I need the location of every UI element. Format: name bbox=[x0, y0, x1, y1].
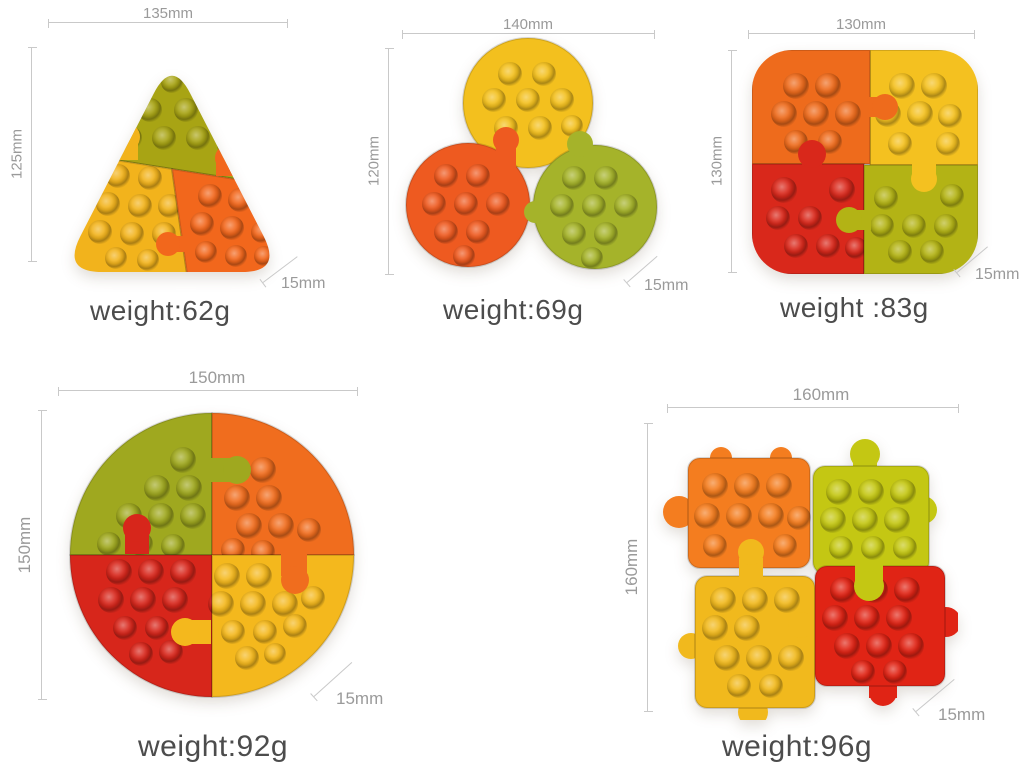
square-tab-red bbox=[798, 140, 826, 184]
circle-height-label: 150mm bbox=[15, 516, 34, 574]
square-piece-yellow bbox=[869, 50, 978, 166]
square-tab-yellow bbox=[911, 158, 937, 192]
clover-width-label: 140mm bbox=[502, 16, 554, 33]
square-weight-text: weight :83g bbox=[780, 292, 929, 323]
clover-piece-green bbox=[524, 131, 658, 270]
circle-piece-red bbox=[69, 554, 213, 698]
square-height-dimension-line bbox=[728, 50, 737, 273]
circle-piece-green bbox=[69, 412, 213, 558]
triangle-width-dimension-line bbox=[48, 19, 288, 28]
circle-width-label: 150mm bbox=[188, 368, 246, 387]
triangle-height-dimension-line bbox=[28, 47, 37, 262]
puzzle-height-dimension-line bbox=[644, 423, 653, 712]
puzzle-thickness-label: 15mm bbox=[938, 705, 986, 724]
square-height-label: 130mm bbox=[708, 135, 726, 187]
square-tab-green bbox=[836, 207, 871, 233]
puzzle-piece-orange bbox=[663, 447, 811, 569]
circle-width-dimension-line bbox=[58, 387, 358, 396]
puzzle-width-label: 160mm bbox=[792, 385, 850, 404]
circle-tab-yellow bbox=[171, 618, 211, 646]
puzzle-piece-yellow bbox=[678, 575, 816, 720]
clover-height-dimension-line bbox=[385, 48, 394, 275]
puzzle-piece-olive bbox=[812, 439, 937, 575]
clover-toy-image bbox=[405, 37, 658, 270]
puzzle-height-label: 160mm bbox=[622, 538, 641, 596]
puzzle-tab-olive-down bbox=[854, 560, 884, 601]
clover-thickness-label: 15mm bbox=[644, 277, 689, 294]
triangle-weight-text: weight:62g bbox=[90, 295, 231, 326]
triangle-piece-olive bbox=[74, 75, 270, 189]
clover-piece-orange bbox=[405, 127, 531, 268]
circle-tab-red bbox=[123, 514, 151, 554]
circle-piece-yellow bbox=[208, 554, 355, 698]
clover-height-label: 120mm bbox=[365, 135, 383, 187]
square-tab-orange bbox=[862, 94, 898, 120]
puzzle-weight-text: weight:96g bbox=[722, 730, 873, 763]
clover-width-dimension-line bbox=[402, 30, 655, 39]
circle-thickness-label: 15mm bbox=[336, 689, 384, 708]
square-toy-image bbox=[752, 50, 978, 274]
circle-toy-image bbox=[69, 412, 355, 698]
puzzle-tab-yellow-right bbox=[783, 612, 814, 638]
triangle-thickness-label: 15mm bbox=[281, 275, 326, 292]
circle-piece-orange bbox=[211, 412, 355, 564]
square-thickness-label: 15mm bbox=[975, 266, 1020, 283]
triangle-height-label: 125mm bbox=[8, 128, 26, 180]
circle-tab-green bbox=[207, 456, 251, 484]
puzzle-toy-image bbox=[663, 439, 958, 720]
triangle-width-label: 135mm bbox=[142, 5, 194, 22]
circle-tab-orange bbox=[281, 552, 309, 594]
circle-weight-text: weight:92g bbox=[138, 730, 289, 763]
square-width-dimension-line bbox=[748, 30, 975, 39]
square-width-label: 130mm bbox=[835, 16, 887, 33]
circle-height-dimension-line bbox=[38, 410, 47, 700]
clover-weight-text: weight:69g bbox=[443, 294, 584, 325]
triangle-toy-image bbox=[74, 75, 270, 272]
square-piece-orange bbox=[752, 50, 871, 165]
puzzle-width-dimension-line bbox=[667, 404, 959, 413]
puzzle-piece-red bbox=[814, 565, 958, 706]
puzzle-tab-yellow-up bbox=[738, 539, 764, 580]
